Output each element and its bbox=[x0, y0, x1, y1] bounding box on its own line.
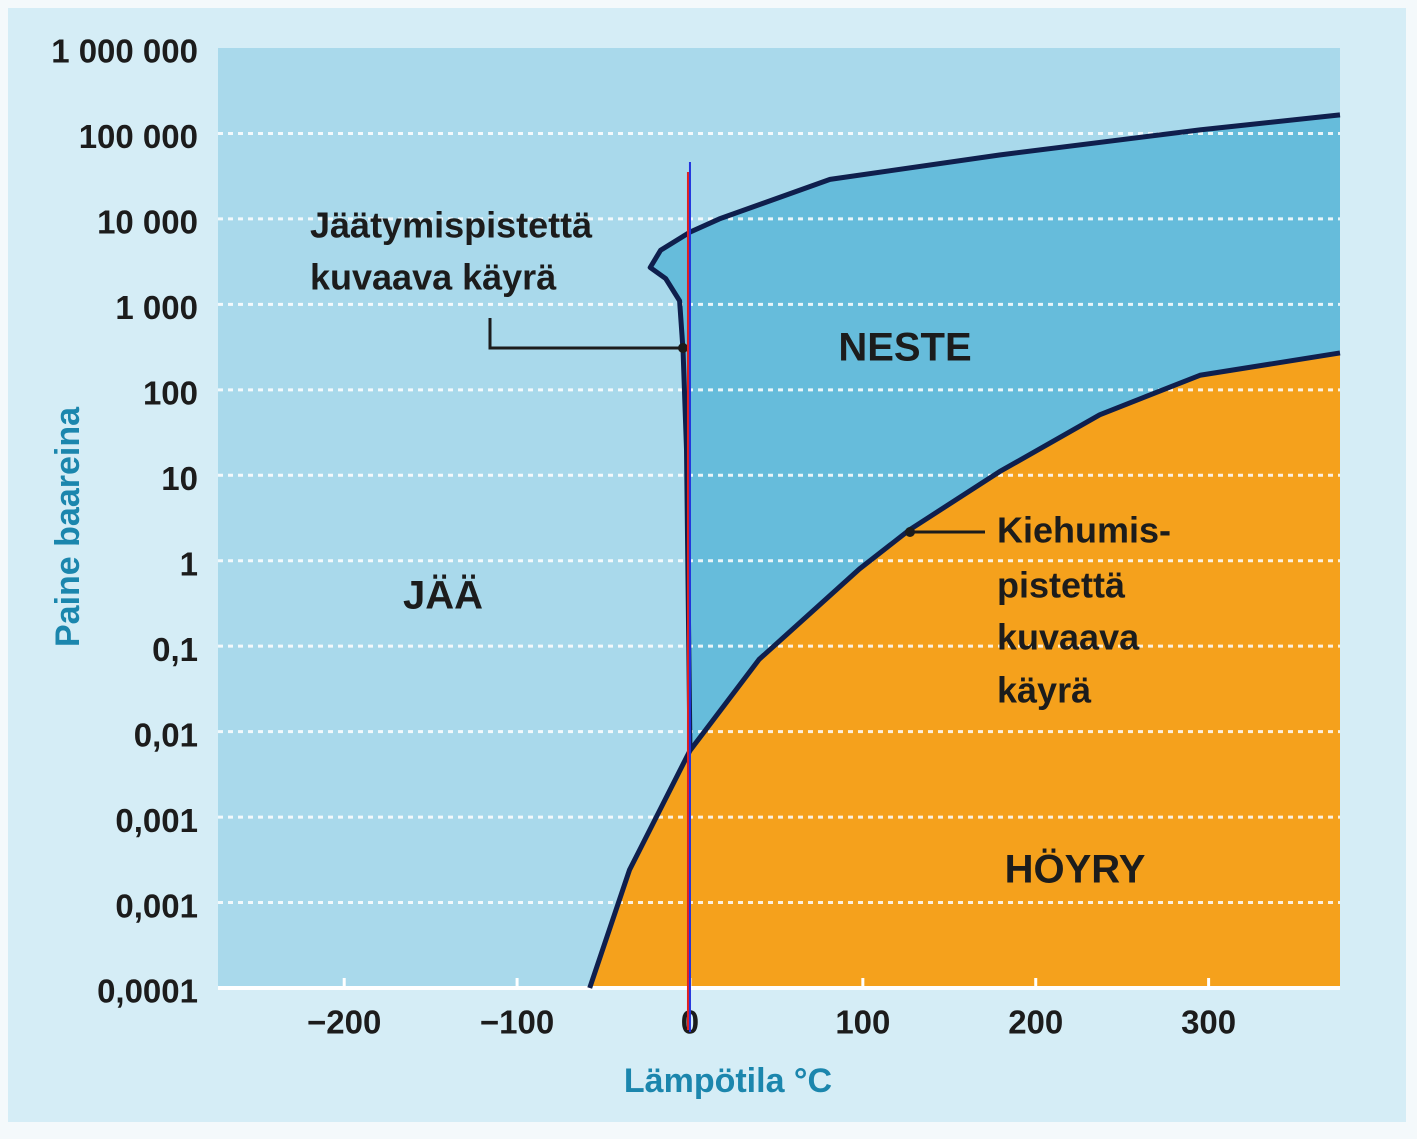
region-label: HÖYRY bbox=[1005, 847, 1146, 892]
region-fill bbox=[589, 352, 1340, 988]
phase-curve bbox=[647, 112, 1341, 751]
annotation-line: kuvaava bbox=[997, 617, 1140, 658]
x-axis-title: Lämpötila °C bbox=[624, 1062, 832, 1100]
plot-area bbox=[218, 48, 1341, 990]
leader-dot bbox=[905, 527, 915, 537]
x-tick-label: −200 bbox=[307, 1004, 381, 1041]
y-tick-label: 0,001 bbox=[115, 802, 198, 839]
y-tick-label: 100 000 bbox=[79, 118, 198, 155]
region-fill bbox=[650, 114, 1340, 751]
leader-dot bbox=[678, 343, 688, 353]
y-tick-label: 0,1 bbox=[152, 631, 198, 668]
x-tick-label: −100 bbox=[480, 1004, 554, 1041]
region-label: NESTE bbox=[838, 326, 971, 370]
leader-line bbox=[488, 318, 683, 350]
y-tick-label: 10 000 bbox=[97, 204, 198, 241]
y-tick-label: 10 bbox=[161, 460, 198, 497]
y-tick-label: 1 000 bbox=[115, 289, 198, 326]
annotation-line: käyrä bbox=[997, 670, 1092, 711]
annotation-line: pistettä bbox=[997, 565, 1126, 606]
y-tick-label: 0,0001 bbox=[97, 973, 198, 1010]
y-tick-label: 1 000 000 bbox=[51, 33, 198, 70]
region-label: JÄÄ bbox=[403, 574, 483, 618]
y-tick-label: 0,01 bbox=[134, 716, 198, 753]
annotation-line: kuvaava käyrä bbox=[310, 257, 557, 298]
x-tick-label: 200 bbox=[1008, 1004, 1063, 1041]
annotation-line: Kiehumis- bbox=[997, 510, 1171, 551]
annotation-line: Jäätymispistettä bbox=[310, 205, 593, 246]
y-tick-label: 100 bbox=[143, 375, 198, 412]
phase-curve bbox=[587, 350, 1341, 989]
y-tick-label: 0,001 bbox=[115, 887, 198, 924]
x-tick-label: 100 bbox=[835, 1004, 890, 1041]
y-tick-label: 1 bbox=[180, 545, 198, 582]
x-tick-label: 300 bbox=[1181, 1004, 1236, 1041]
y-axis-title: Paine baareina bbox=[49, 406, 87, 647]
